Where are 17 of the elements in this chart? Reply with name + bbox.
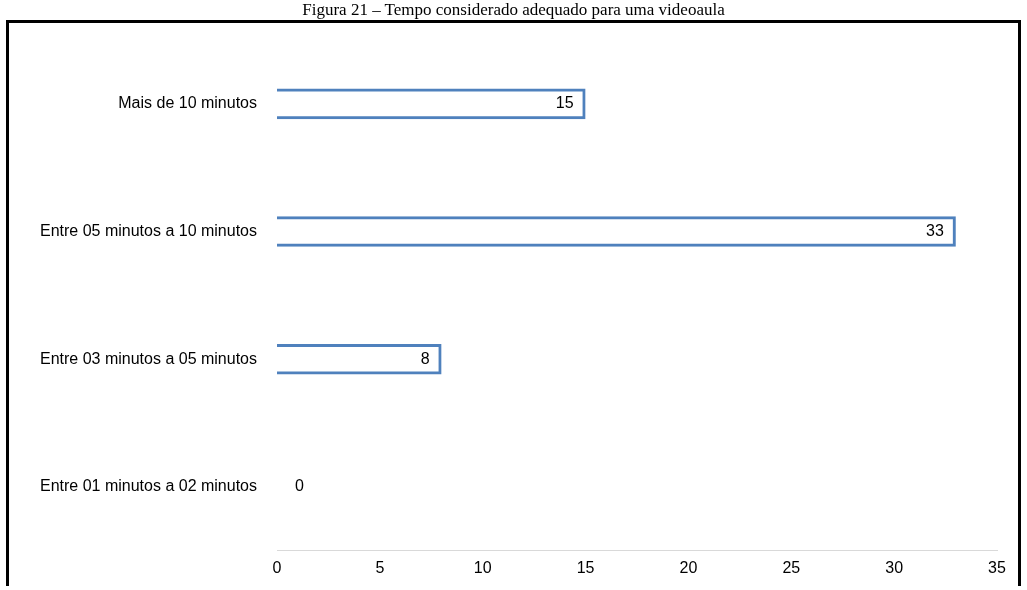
y-tick-label: Entre 01 minutos a 02 minutos bbox=[39, 477, 258, 495]
x-tick-label: 5 bbox=[375, 558, 385, 576]
data-label: 8 bbox=[420, 349, 430, 367]
y-tick-label: Entre 05 minutos a 10 minutos bbox=[39, 221, 258, 239]
data-label: 0 bbox=[295, 477, 305, 495]
x-tick-label: 35 bbox=[988, 558, 1006, 576]
x-tick-label: 30 bbox=[885, 558, 904, 576]
data-label: 33 bbox=[926, 221, 944, 239]
x-tick-label: 15 bbox=[576, 558, 595, 576]
chart-title: Figura 21 – Tempo considerado adequado para uma videoaula bbox=[301, 0, 726, 20]
x-tick-label: 20 bbox=[679, 558, 698, 576]
x-tick-label: 0 bbox=[272, 558, 282, 576]
y-tick-label: Mais de 10 minutos bbox=[118, 94, 258, 112]
x-tick-label: 10 bbox=[473, 558, 492, 576]
data-label: 15 bbox=[555, 94, 574, 112]
x-tick-label: 25 bbox=[782, 558, 801, 576]
y-tick-label: Entre 03 minutos a 05 minutos bbox=[39, 349, 258, 367]
